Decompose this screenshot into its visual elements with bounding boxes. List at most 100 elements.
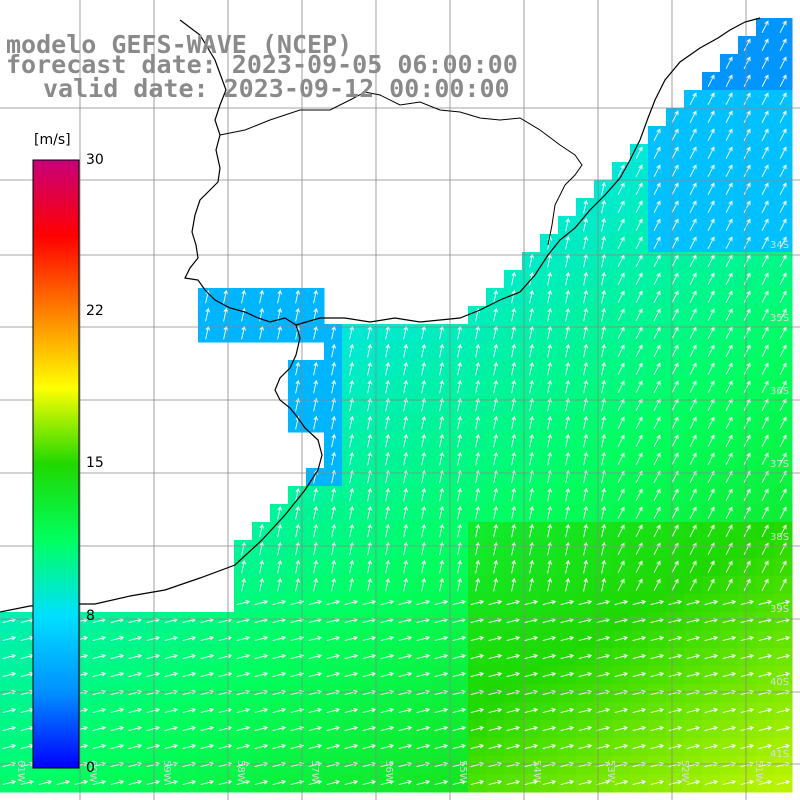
wind-arrow [725, 200, 733, 213]
wind-arrow [743, 164, 751, 177]
wind-arrow [743, 200, 751, 213]
wind-arrow [506, 779, 521, 786]
wind-arrow [761, 488, 769, 501]
wind-arrow [707, 164, 715, 177]
wind-arrow [439, 451, 444, 466]
wind-arrow [689, 110, 697, 123]
wind-arrow [776, 671, 791, 678]
wind-arrow [704, 653, 719, 660]
wind-arrow [241, 577, 246, 592]
wind-arrow [511, 361, 516, 376]
wind-arrow [761, 218, 769, 231]
wind-arrow [493, 433, 498, 448]
wind-arrow [331, 379, 336, 394]
wind-arrow [529, 505, 534, 520]
wind-arrow [236, 725, 251, 732]
wind-arrow [779, 164, 787, 177]
wind-arrow [367, 343, 372, 358]
wind-arrow [578, 671, 593, 678]
wind-arrow [475, 451, 480, 466]
wind-arrow [254, 725, 269, 732]
wind-arrow [761, 272, 769, 285]
wind-arrow [761, 578, 769, 591]
wind-arrow [707, 92, 715, 105]
wind-arrow [689, 434, 697, 447]
wind-arrow [56, 779, 71, 786]
wind-arrow [761, 92, 769, 105]
wind-arrow [689, 560, 697, 573]
wind-arrow [565, 343, 570, 358]
wind-arrow [439, 541, 444, 556]
lon-label: 56W [383, 760, 394, 783]
wind-arrow [758, 743, 773, 750]
wind-arrow [671, 488, 679, 501]
wind-arrow [596, 599, 611, 606]
wind-arrow [614, 707, 629, 714]
wind-arrow [653, 560, 661, 573]
wind-arrow [331, 451, 336, 466]
wind-arrow [452, 599, 467, 606]
wind-arrow [707, 272, 715, 285]
wind-arrow [272, 779, 287, 786]
wind-arrow [295, 289, 300, 304]
wind-arrow [565, 235, 570, 250]
wind-arrow [707, 524, 715, 537]
wind-arrow [560, 725, 575, 732]
wind-arrow [164, 779, 179, 786]
wind-arrow [331, 541, 336, 556]
wind-arrow [254, 779, 269, 786]
wind-arrow [578, 725, 593, 732]
wind-arrow [758, 653, 773, 660]
wind-arrow [385, 343, 390, 358]
wind-arrow [380, 635, 395, 642]
wind-arrow [761, 20, 769, 33]
colorbar-tick-0: 0 [86, 760, 95, 776]
wind-arrow [671, 560, 679, 573]
wind-arrow [653, 236, 661, 249]
wind-arrow [707, 506, 715, 519]
wind-arrow [761, 236, 769, 249]
wind-arrow [110, 635, 125, 642]
wind-arrow [488, 599, 503, 606]
wind-arrow [743, 74, 751, 87]
wind-arrow [331, 523, 336, 538]
wind-arrow [617, 290, 625, 303]
wind-arrow [542, 653, 557, 660]
wind-arrow [110, 707, 125, 714]
wind-arrow [583, 523, 588, 538]
wind-arrow [601, 235, 606, 250]
wind-arrow [596, 635, 611, 642]
wind-arrow [707, 560, 715, 573]
wind-arrow [380, 599, 395, 606]
wind-arrow [457, 523, 462, 538]
wind-arrow [614, 725, 629, 732]
wind-arrow [743, 182, 751, 195]
wind-arrow [565, 217, 570, 232]
wind-arrow [671, 128, 679, 141]
wind-arrow [326, 635, 341, 642]
wind-arrow [254, 653, 269, 660]
wind-arrow [758, 671, 773, 678]
wind-arrow [653, 452, 661, 465]
wind-arrow [560, 707, 575, 714]
wind-arrow [182, 743, 197, 750]
wind-arrow [689, 488, 697, 501]
wind-arrow [511, 523, 516, 538]
wind-arrow [740, 707, 755, 714]
wind-arrow [671, 272, 679, 285]
wind-arrow [560, 635, 575, 642]
wind-arrow [488, 635, 503, 642]
wind-arrow [313, 415, 318, 430]
wind-arrow [470, 707, 485, 714]
wind-arrow [707, 344, 715, 357]
wind-arrow [707, 110, 715, 123]
wind-arrow [146, 779, 161, 786]
wind-arrow [547, 541, 552, 556]
wind-arrow [635, 416, 643, 429]
wind-arrow [779, 20, 787, 33]
wind-arrow [689, 452, 697, 465]
wind-arrow [686, 599, 701, 606]
wind-arrow [403, 577, 408, 592]
wind-arrow [493, 415, 498, 430]
